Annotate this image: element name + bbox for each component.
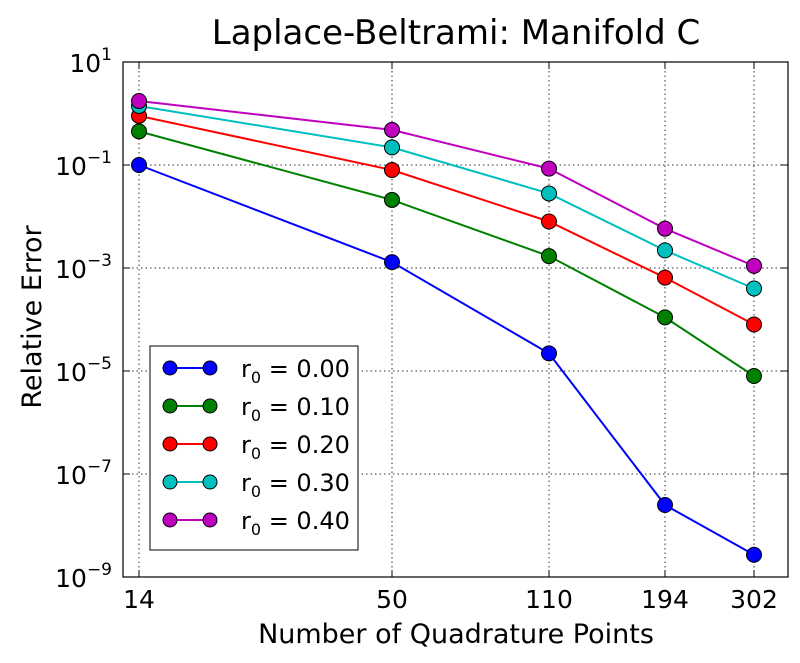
series-layer <box>131 92 762 563</box>
data-point <box>384 254 400 271</box>
data-point <box>657 220 673 237</box>
legend-symbol: r <box>241 355 251 383</box>
x-tick-label: 110 <box>525 585 573 614</box>
y-tick-label: 101 <box>69 45 112 78</box>
legend-label: r0 = 0.00 <box>241 355 350 387</box>
legend-subscript: 0 <box>251 444 261 463</box>
y-tick-label: 10−5 <box>55 354 112 387</box>
legend-label: r0 = 0.10 <box>241 393 350 425</box>
legend-marker <box>162 398 178 414</box>
data-point <box>131 123 147 140</box>
data-point <box>746 316 762 333</box>
series-1 <box>131 123 762 384</box>
chart-title: Laplace-Beltrami: Manifold C <box>212 13 700 53</box>
data-point <box>746 280 762 297</box>
y-tick-exponent: −7 <box>87 457 112 477</box>
legend-value: = 0.20 <box>261 431 350 459</box>
y-tick-exponent: −9 <box>87 560 112 580</box>
y-tick-label: 10−1 <box>55 148 112 181</box>
data-point <box>384 161 400 178</box>
y-tick-exponent: −3 <box>87 251 112 271</box>
data-point <box>131 157 147 173</box>
y-tick-label: 10−3 <box>55 251 112 284</box>
legend-marker <box>202 436 218 452</box>
data-point <box>746 367 762 384</box>
x-tick-label: 194 <box>641 585 689 614</box>
x-axis-label: Number of Quadrature Points <box>258 619 654 650</box>
legend-subscript: 0 <box>251 520 261 539</box>
plot-frame <box>122 61 789 578</box>
data-point <box>384 139 400 156</box>
series-line <box>138 99 755 267</box>
series-line <box>138 104 755 290</box>
legend-subscript: 0 <box>251 368 261 387</box>
y-tick-base: 10 <box>55 358 87 387</box>
legend-value: = 0.10 <box>261 393 350 421</box>
y-tick-base: 10 <box>55 152 87 181</box>
legend-marker <box>162 436 178 452</box>
legend-value: = 0.40 <box>261 507 350 535</box>
legend-item: r0 = 0.00 <box>162 355 350 387</box>
y-axis-label: Relative Error <box>17 224 48 408</box>
legend-subscript: 0 <box>251 406 261 425</box>
legend-marker <box>202 512 218 528</box>
legend-marker <box>162 360 178 376</box>
y-tick-base: 10 <box>55 564 87 593</box>
y-tick-label: 10−9 <box>55 560 112 593</box>
y-tick-base: 10 <box>55 255 87 284</box>
series-0 <box>131 157 762 563</box>
data-point <box>657 309 673 326</box>
data-point <box>541 248 557 265</box>
legend-label: r0 = 0.20 <box>241 431 350 463</box>
y-tick-exponent: 1 <box>101 45 112 65</box>
x-tick-label: 14 <box>123 585 155 614</box>
y-tick-exponent: −5 <box>87 354 112 374</box>
legend-symbol: r <box>241 431 251 459</box>
data-point <box>384 121 400 138</box>
data-point <box>541 160 557 177</box>
legend-marker <box>202 474 218 490</box>
data-point <box>657 269 673 286</box>
legend-marker <box>202 398 218 414</box>
legend-marker <box>202 360 218 376</box>
data-point <box>131 92 147 109</box>
data-point <box>541 213 557 230</box>
legend-value: = 0.30 <box>261 469 350 497</box>
legend-marker <box>162 474 178 490</box>
legend-box <box>149 345 359 551</box>
series-4 <box>131 92 762 274</box>
series-3 <box>131 97 762 297</box>
legend-subscript: 0 <box>251 482 261 501</box>
legend-label: r0 = 0.30 <box>241 469 350 501</box>
legend-value: = 0.00 <box>261 355 350 383</box>
legend-item: r0 = 0.10 <box>162 393 350 425</box>
data-point <box>384 191 400 208</box>
y-tick-exponent: −1 <box>87 148 112 168</box>
data-point <box>657 497 673 514</box>
y-tick-base: 10 <box>55 461 87 490</box>
data-point <box>746 257 762 274</box>
legend-item: r0 = 0.30 <box>162 469 350 501</box>
y-tick-label: 10−7 <box>55 457 112 490</box>
data-point <box>541 185 557 202</box>
legend-item: r0 = 0.40 <box>162 507 350 539</box>
x-tick-label: 302 <box>730 585 778 614</box>
legend-symbol: r <box>241 469 251 497</box>
legend-symbol: r <box>241 393 251 421</box>
legend-marker <box>162 512 178 528</box>
data-point <box>657 242 673 259</box>
legend-item: r0 = 0.20 <box>162 431 350 463</box>
data-point <box>541 345 557 362</box>
series-2 <box>131 107 762 333</box>
y-tick-base: 10 <box>69 49 101 78</box>
legend-symbol: r <box>241 507 251 535</box>
legend-label: r0 = 0.40 <box>241 507 350 539</box>
x-tick-label: 50 <box>376 585 408 614</box>
x-ticks: 14 50 110 194 302 <box>123 62 778 614</box>
data-point <box>746 546 762 563</box>
